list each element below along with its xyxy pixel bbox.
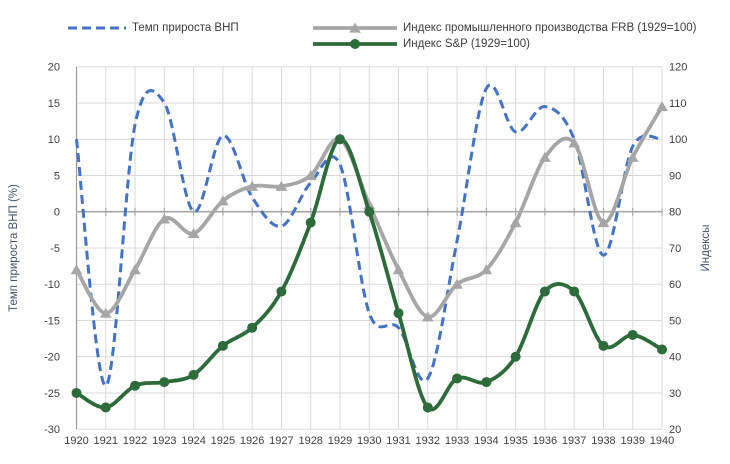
svg-text:1932: 1932: [416, 435, 440, 447]
svg-text:1930: 1930: [357, 435, 381, 447]
svg-text:1924: 1924: [181, 435, 205, 447]
svg-text:-20: -20: [44, 352, 60, 364]
svg-text:1940: 1940: [650, 435, 674, 447]
svg-text:1939: 1939: [620, 435, 644, 447]
svg-text:0: 0: [54, 207, 60, 219]
svg-text:-25: -25: [44, 388, 60, 400]
svg-text:30: 30: [669, 388, 681, 400]
svg-text:-15: -15: [44, 315, 60, 327]
svg-text:80: 80: [669, 207, 681, 219]
svg-text:70: 70: [669, 243, 681, 255]
svg-text:1922: 1922: [123, 435, 147, 447]
svg-text:15: 15: [48, 98, 60, 110]
svg-text:1920: 1920: [64, 435, 88, 447]
svg-text:Индексы: Индексы: [700, 225, 712, 272]
svg-text:1937: 1937: [562, 435, 586, 447]
svg-text:1931: 1931: [386, 435, 410, 447]
svg-text:1936: 1936: [533, 435, 557, 447]
svg-text:120: 120: [669, 62, 687, 74]
legend-label-sp-index: Индекс S&P (1929=100): [403, 38, 530, 50]
frb-line-triangle-sample: [313, 22, 397, 33]
svg-text:-10: -10: [44, 279, 60, 291]
svg-text:1926: 1926: [240, 435, 264, 447]
svg-text:10: 10: [48, 134, 60, 146]
svg-text:1927: 1927: [269, 435, 293, 447]
svg-text:1938: 1938: [591, 435, 615, 447]
axis-tick-labels: 20151050-5-10-15-20-25-30120110100908070…: [44, 62, 687, 447]
legend-label-gnp-growth: Темп прироста ВНП: [132, 22, 239, 34]
svg-text:1929: 1929: [328, 435, 352, 447]
svg-text:1925: 1925: [211, 435, 235, 447]
sp-line-circle-sample: [313, 39, 397, 49]
svg-text:1928: 1928: [298, 435, 322, 447]
svg-text:20: 20: [669, 424, 681, 436]
series-1: [70, 101, 668, 322]
gnp-dashed-line-sample: [68, 26, 126, 30]
svg-text:90: 90: [669, 170, 681, 182]
svg-text:100: 100: [669, 134, 687, 146]
axis-titles: Темп прироста ВНП (%) Индексы: [8, 184, 712, 312]
svg-text:1934: 1934: [474, 435, 498, 447]
svg-text:-30: -30: [44, 424, 60, 436]
svg-text:1921: 1921: [94, 435, 118, 447]
svg-text:Темп прироста ВНП (%): Темп прироста ВНП (%): [8, 184, 20, 312]
series-2: [71, 134, 667, 413]
svg-text:40: 40: [669, 352, 681, 364]
svg-text:110: 110: [669, 98, 687, 110]
legend-label-frb-index: Индекс промышленного производства FRB (1…: [403, 22, 697, 34]
svg-text:1935: 1935: [503, 435, 527, 447]
svg-text:-5: -5: [50, 243, 60, 255]
svg-text:1923: 1923: [152, 435, 176, 447]
svg-text:1933: 1933: [445, 435, 469, 447]
legend-item-sp-index: Индекс S&P (1929=100): [313, 37, 530, 51]
svg-text:20: 20: [48, 62, 60, 74]
svg-text:5: 5: [54, 170, 60, 182]
legend-item-gnp-growth: Темп прироста ВНП: [68, 22, 239, 34]
svg-text:60: 60: [669, 279, 681, 291]
legend-item-frb-index: Индекс промышленного производства FRB (1…: [313, 21, 696, 35]
svg-text:50: 50: [669, 315, 681, 327]
gridlines: [76, 66, 663, 430]
